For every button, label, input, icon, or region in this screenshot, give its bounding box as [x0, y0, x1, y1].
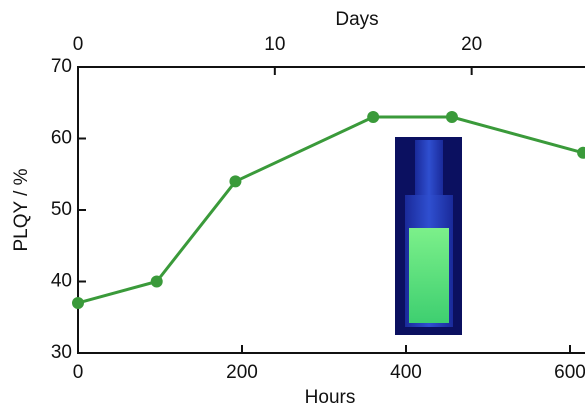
x2-axis-title: Days — [335, 9, 378, 30]
y-axis-title: PLQY / % — [11, 168, 32, 251]
line — [77, 115, 584, 305]
y-tick-label: 70 — [51, 56, 72, 77]
x-tick-label: 0 — [73, 362, 84, 383]
x-axis-title: Hours — [305, 387, 356, 407]
y-tick-label: 30 — [51, 342, 72, 363]
x2-tick-label: 10 — [264, 34, 285, 55]
x2-tick-label: 0 — [73, 34, 84, 55]
point — [72, 296, 84, 309]
y-tick-label: 40 — [51, 271, 72, 292]
x-tick-label: 600 — [554, 362, 585, 383]
vial-photo — [395, 137, 462, 335]
point — [445, 111, 458, 124]
x-tick-label: 400 — [390, 362, 422, 383]
point — [577, 146, 585, 159]
point — [367, 111, 380, 124]
y-tick-label: 60 — [51, 128, 72, 149]
x2-tick-label: 20 — [461, 34, 482, 55]
plot-frame — [77, 66, 585, 354]
x-tick-label: 200 — [226, 362, 258, 383]
point — [150, 275, 163, 288]
y-tick-label: 50 — [51, 199, 72, 220]
point — [229, 175, 242, 188]
